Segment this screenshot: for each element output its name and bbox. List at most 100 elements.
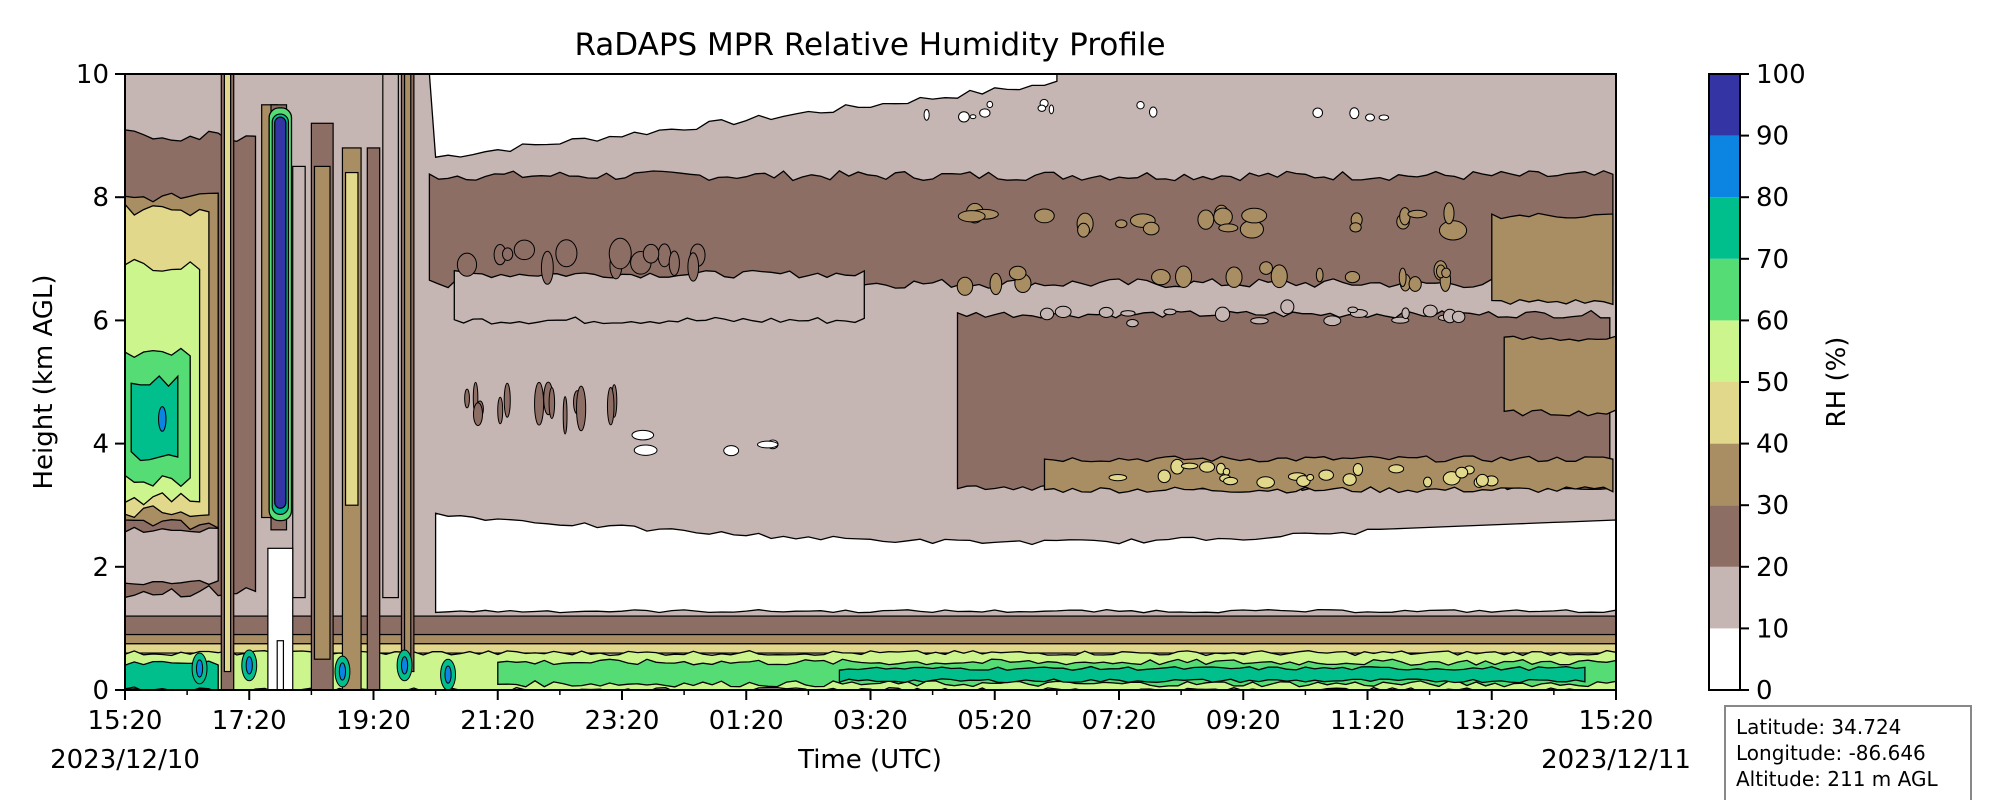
colorbar-swatch — [1709, 628, 1740, 690]
colorbar-tick-label: 0 — [1756, 676, 1773, 706]
x-tick-label: 05:20 — [957, 706, 1032, 736]
rh-gap-blob — [1451, 310, 1466, 324]
rh-top-dry-blob — [986, 100, 994, 109]
rh-column — [313, 165, 331, 660]
y-tick-label: 4 — [92, 430, 109, 460]
rh-scattered-dark — [562, 396, 568, 435]
rh-scattered-dark — [464, 388, 470, 409]
rh-mid-tan-blob — [1408, 276, 1422, 292]
rh-bl-core — [195, 659, 204, 678]
y-tick-label: 6 — [92, 306, 109, 336]
chart-title: RaDAPS MPR Relative Humidity Profile — [574, 27, 1165, 63]
rh-top-dry-blob — [1136, 100, 1145, 110]
x-tick-label: 03:20 — [833, 706, 908, 736]
colorbar-swatch — [1709, 505, 1740, 567]
rh-column — [344, 171, 359, 506]
rh-low-yellow-blob — [1342, 473, 1357, 486]
rh-mid-tan-blob — [1151, 269, 1171, 286]
rh-upper-tan-blob — [1197, 209, 1215, 230]
rh-mid-blob — [668, 250, 680, 276]
rh-top-dry-blob — [1037, 104, 1047, 112]
rh-gap-blob — [1054, 305, 1072, 319]
rh-mid-blob — [608, 237, 632, 270]
rh-low-yellow-blob — [1475, 473, 1489, 487]
rh-gap-blob — [1126, 319, 1139, 328]
y-tick-label: 0 — [92, 676, 109, 706]
rh-blob-blue — [158, 406, 167, 432]
rh-bl-core — [400, 656, 409, 675]
colorbar-tick-label: 90 — [1756, 122, 1789, 152]
rh-top-dry-blob — [958, 111, 970, 123]
rh-top-dry-blob — [923, 109, 930, 121]
rh-bl-core — [444, 665, 452, 684]
station-info-box: Latitude: 34.724 Longitude: -86.646 Alti… — [1724, 705, 1972, 800]
rh-scattered-dark — [472, 402, 483, 427]
rh-mid-blob — [456, 252, 478, 277]
x-tick-label: 07:20 — [1082, 706, 1157, 736]
rh-region-dry-layer — [434, 512, 1616, 614]
colorbar-tick-label: 10 — [1756, 614, 1789, 644]
rh-gap-blob — [1280, 299, 1295, 315]
rh-mid-tan-blob — [1315, 267, 1324, 283]
rh-mid-blob — [501, 247, 514, 261]
rh-region-bl-teal — [838, 665, 1586, 684]
rh-column — [366, 147, 381, 690]
rh-mid-tan-blob — [1259, 261, 1273, 275]
rh-gap-blob — [1214, 306, 1231, 322]
colorbar-tick-label: 70 — [1756, 245, 1789, 275]
colorbar-swatch — [1709, 566, 1740, 629]
rh-top-dry-blob — [979, 108, 991, 118]
colorbar-swatch — [1709, 320, 1740, 382]
rh-low-yellow-blob — [1199, 461, 1216, 473]
rh-upper-tan-blob — [1443, 202, 1455, 225]
rh-scattered-dry — [633, 444, 658, 456]
colorbar-label: RH (%) — [1822, 337, 1852, 428]
colorbar-tick-label: 80 — [1756, 183, 1789, 213]
rh-scattered-dry — [723, 445, 740, 457]
rh-upper-tan-blob — [1438, 220, 1468, 241]
x-tick-label: 21:20 — [460, 706, 535, 736]
longitude-text: Longitude: -86.646 — [1736, 741, 1926, 765]
rh-low-yellow-blob — [1108, 473, 1128, 482]
rh-mid-blob — [687, 252, 700, 282]
rh-top-dry-blob — [969, 114, 977, 120]
x-tick-label: 17:20 — [212, 706, 287, 736]
rh-upper-tan-blob — [1034, 208, 1055, 224]
rh-upper-tan-blob — [1142, 221, 1160, 236]
x-axis-label: Time (UTC) — [797, 745, 942, 775]
rh-gap-blob — [1163, 308, 1177, 316]
rh-upper-tan-blob — [1077, 222, 1090, 238]
rh-gap-blob — [1347, 306, 1359, 314]
x-tick-label: 15:20 — [88, 706, 163, 736]
rh-mid-blob — [540, 250, 554, 285]
rh-scattered-dark — [548, 387, 556, 419]
rh-low-yellow-blob — [1318, 469, 1334, 481]
x-tick-label: 09:20 — [1206, 706, 1281, 736]
rh-region-mid-gap — [453, 269, 865, 325]
rh-upper-tan-blob — [1407, 209, 1428, 219]
rh-region-tan-block-right — [1491, 212, 1614, 306]
contour-plot-area — [125, 74, 1616, 690]
rh-column-gap — [292, 165, 306, 599]
colorbar-tick-label: 100 — [1756, 60, 1806, 90]
colorbar-swatch — [1709, 135, 1740, 198]
rh-mid-blob — [513, 239, 536, 261]
rh-scattered-dry — [631, 429, 655, 441]
colorbar-swatch — [1709, 443, 1740, 506]
rh-upper-tan-blob — [957, 210, 986, 223]
rh-scattered-dry — [757, 440, 779, 449]
x-tick-label: 15:20 — [1579, 706, 1654, 736]
rh-top-dry-blob — [1048, 104, 1055, 115]
rh-top-dry-blob — [1349, 107, 1360, 120]
x-tick-label: 23:20 — [585, 706, 660, 736]
rh-mid-tan-blob — [1175, 265, 1193, 288]
rh-mid-tan-blob — [1270, 264, 1288, 289]
rh-top-dry-blob — [1365, 113, 1375, 122]
rh-scattered-dark — [576, 385, 587, 432]
rh-region-tan-block-right-lower — [1503, 335, 1616, 417]
rh-gap-blob — [1401, 307, 1410, 320]
rh-low-yellow-blob — [1222, 467, 1231, 476]
rh-scattered-dark — [534, 381, 545, 426]
x-tick-label: 11:20 — [1330, 706, 1405, 736]
